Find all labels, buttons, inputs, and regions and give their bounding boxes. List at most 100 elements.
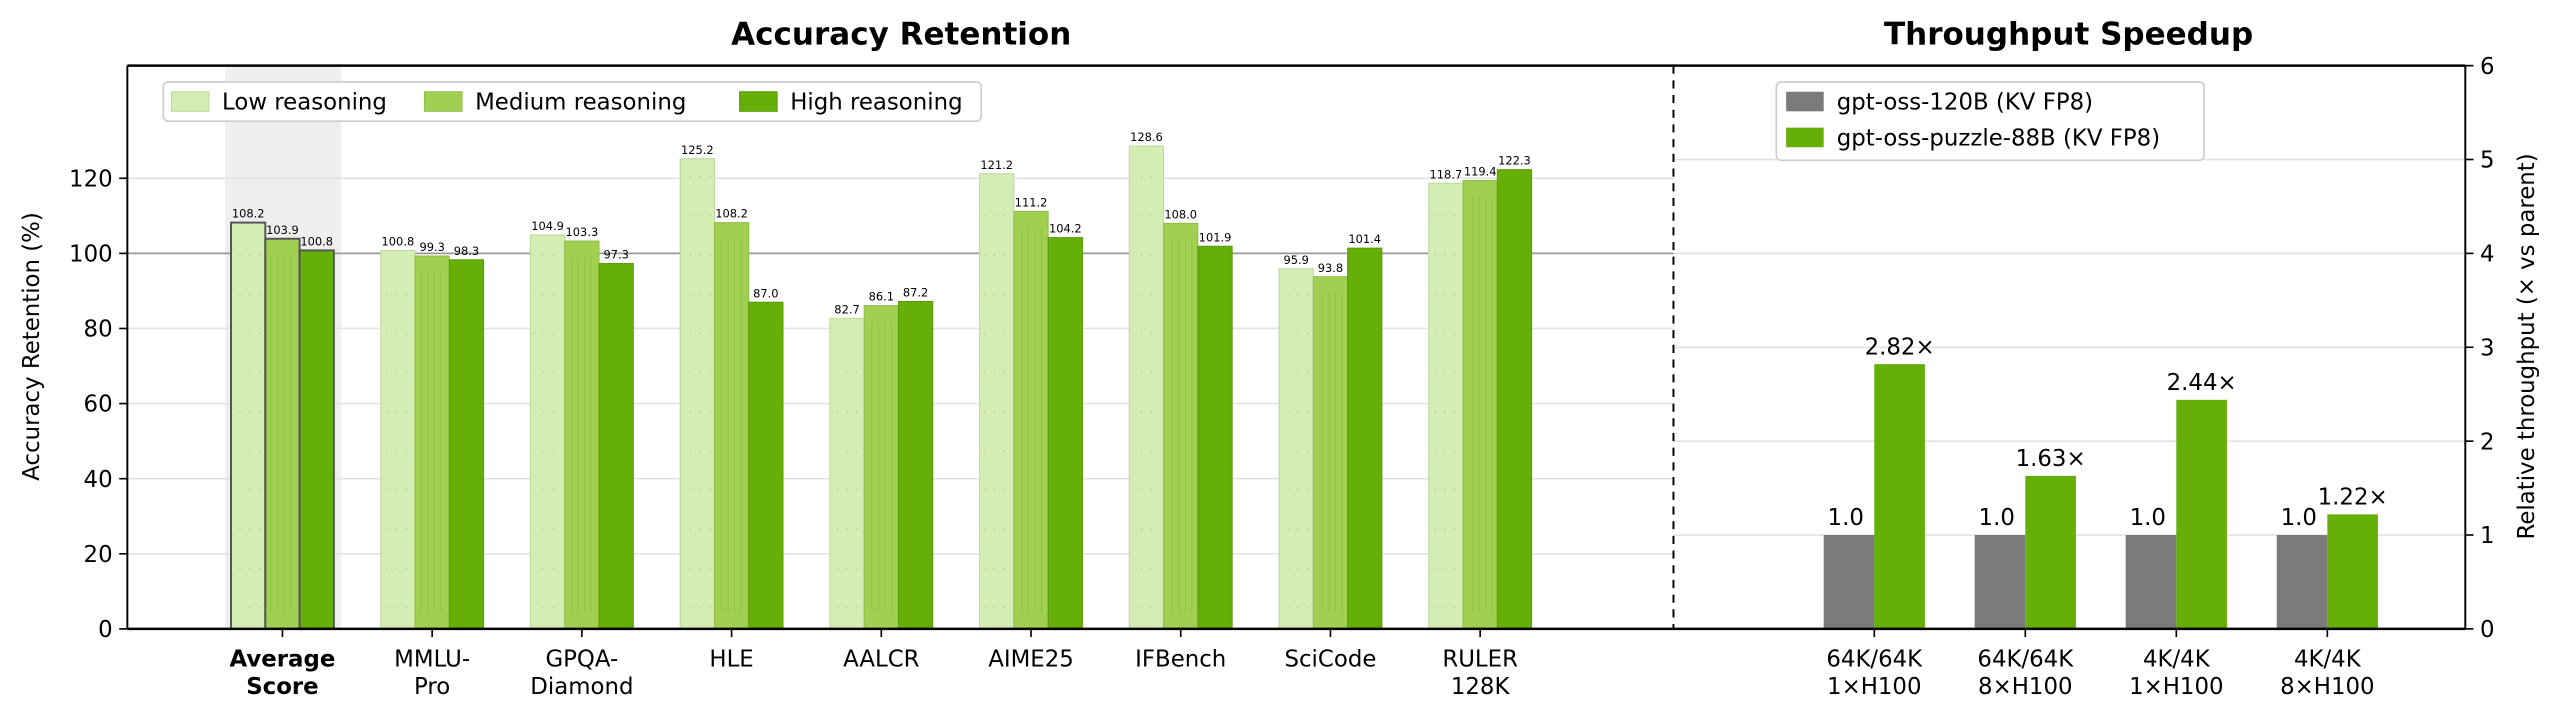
legend-swatch (1786, 127, 1824, 148)
bar-pattern (1166, 239, 1195, 613)
x-tick-label: Pro (414, 674, 450, 700)
data-label: 2.82× (1865, 334, 1935, 360)
x-tick-label: IFBench (1135, 646, 1226, 672)
data-label: 1.0 (1828, 505, 1864, 531)
bar-pattern (1466, 196, 1495, 613)
data-label: 101.4 (1348, 232, 1381, 246)
legend-label: Medium reasoning (475, 90, 686, 116)
left-y-axis-label: Accuracy Retention (%) (19, 212, 45, 480)
data-label: 128.6 (1130, 130, 1163, 144)
legend-label: gpt-oss-puzzle-88B (KV FP8) (1837, 126, 2160, 152)
bar-parent (2276, 535, 2328, 629)
data-label: 2.44× (2167, 370, 2237, 396)
data-label: 108.2 (232, 207, 265, 221)
data-label: 1.0 (2130, 505, 2166, 531)
data-label: 82.7 (834, 302, 859, 316)
data-label: 121.2 (980, 158, 1013, 172)
bar-pattern (683, 175, 712, 613)
x-tick-label: 4K/4K (2294, 646, 2362, 672)
bar-parent (1823, 535, 1875, 629)
y-tick-label: 100 (69, 242, 113, 268)
y-tick-label: 0 (2480, 617, 2495, 643)
legend-label: Low reasoning (222, 90, 387, 116)
legend-swatch (1786, 91, 1824, 112)
data-label: 108.2 (715, 207, 748, 221)
bar-pattern (418, 272, 447, 613)
x-tick-label: Diamond (530, 674, 633, 700)
bar-puzzle (1874, 364, 1925, 629)
data-label: 101.9 (1199, 230, 1232, 244)
x-tick-label: RULER (1442, 646, 1518, 672)
data-label: 99.3 (419, 240, 444, 254)
bar-pattern (1316, 292, 1345, 613)
left-chart-title: Accuracy Retention (731, 16, 1071, 52)
legend-swatch (170, 91, 210, 112)
legend-swatch (739, 91, 778, 112)
data-label: 1.0 (2281, 505, 2317, 531)
x-tick-label: HLE (709, 646, 753, 672)
bar-high-reasoning (1047, 237, 1083, 630)
bar-high-reasoning (598, 263, 634, 630)
x-tick-label: AALCR (843, 646, 920, 672)
bar-high-reasoning (897, 300, 934, 630)
bar-pattern (1432, 199, 1460, 613)
bar-parent (1974, 535, 2026, 629)
x-tick-label: 1×H100 (2129, 674, 2223, 700)
data-label: 1.0 (1979, 505, 2015, 531)
bar-high-reasoning (1197, 245, 1233, 630)
bar-pattern (1132, 162, 1161, 613)
data-label: 93.8 (1318, 261, 1343, 275)
bar-parent (2125, 535, 2177, 629)
data-label: 103.9 (266, 223, 299, 237)
bar-pattern (533, 251, 562, 613)
y-tick-label: 3 (2480, 335, 2495, 361)
bar-pattern (384, 266, 412, 613)
data-label: 103.3 (566, 225, 599, 239)
bar-pattern (717, 238, 746, 613)
x-tick-label: 8×H100 (2280, 674, 2374, 700)
data-label: 1.22× (2318, 485, 2388, 511)
bar-puzzle (2176, 399, 2227, 629)
legend-label: gpt-oss-120B (KV FP8) (1837, 90, 2093, 116)
data-label: 104.2 (1049, 222, 1082, 236)
bar-high-reasoning (748, 301, 784, 630)
bar-high-reasoning (448, 259, 485, 630)
x-tick-label: 1×H100 (1827, 674, 1921, 700)
y-tick-label: 1 (2480, 523, 2495, 549)
data-label: 100.8 (382, 234, 415, 248)
x-tick-label: Score (246, 674, 318, 700)
y-tick-label: 0 (98, 617, 113, 643)
y-tick-label: 4 (2480, 242, 2495, 268)
x-tick-label: SciCode (1285, 646, 1377, 672)
bar-pattern (833, 334, 861, 613)
bar-pattern (982, 190, 1011, 613)
data-label: 86.1 (869, 290, 894, 304)
bar-puzzle (2327, 514, 2378, 629)
x-tick-label: 128K (1451, 674, 1511, 700)
bar-puzzle (2025, 475, 2076, 629)
y-tick-label: 40 (84, 467, 113, 493)
y-tick-label: 6 (2480, 54, 2495, 80)
x-tick-label: 8×H100 (1978, 674, 2072, 700)
bar-pattern (1282, 285, 1311, 613)
data-label: 95.9 (1283, 253, 1308, 267)
data-label: 104.9 (531, 219, 564, 233)
x-tick-label: 4K/4K (2143, 646, 2211, 672)
right-y-axis-label: Relative throughput (× vs parent) (2514, 153, 2540, 539)
bar-high-reasoning (298, 249, 335, 630)
legend-label: High reasoning (790, 90, 962, 116)
x-tick-label: 64K/64K (1977, 646, 2074, 672)
x-tick-label: GPQA- (545, 646, 618, 672)
y-tick-label: 5 (2480, 148, 2495, 174)
legend-swatch (424, 91, 463, 112)
right-legend (1775, 81, 2205, 162)
data-label: 122.3 (1498, 154, 1531, 168)
x-tick-label: 64K/64K (1826, 646, 1923, 672)
bar-high-reasoning (1496, 169, 1533, 630)
right-chart-title: Throughput Speedup (1884, 16, 2253, 52)
x-tick-label: MMLU- (394, 646, 470, 672)
data-label: 1.63× (2016, 446, 2086, 472)
data-label: 125.2 (681, 143, 714, 157)
bar-pattern (867, 321, 896, 613)
